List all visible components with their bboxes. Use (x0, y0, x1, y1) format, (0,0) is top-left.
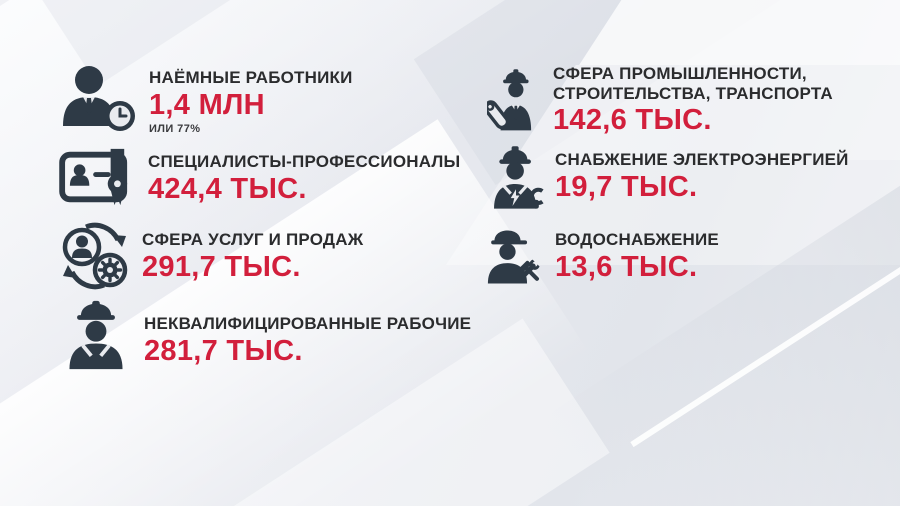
stat-industry-construction-transport: СФЕРА ПРОМЫШЛЕННОСТИ, СТРОИТЕЛЬСТВА, ТРА… (487, 60, 833, 136)
bg-stair-step (579, 0, 900, 65)
stat-title: СФЕРА УСЛУГ И ПРОДАЖ (142, 230, 364, 249)
stat-title: НЕКВАЛИФИЦИРОВАННЫЕ РАБОЧИЕ (144, 314, 472, 333)
stat-title-line1: СФЕРА ПРОМЫШЛЕННОСТИ, (553, 64, 807, 83)
stat-water-supply: ВОДОСНАБЖЕНИЕ 13,6 ТЫС. (483, 218, 719, 286)
services-cycle-icon (56, 220, 132, 292)
stat-value: 291,7 ТЫС. (142, 250, 301, 283)
stat-value: 1,4 МЛН (149, 88, 265, 121)
stat-note: ИЛИ 77% (149, 122, 201, 135)
stat-value: 281,7 ТЫС. (144, 334, 303, 367)
electrician-icon (487, 142, 545, 212)
stat-specialists: СПЕЦИАЛИСТЫ-ПРОФЕССИОНАЛЫ 424,4 ТЫС. (58, 142, 460, 209)
stat-title: СНАБЖЕНИЕ ЭЛЕКТРОЭНЕРГИЕЙ (555, 150, 849, 169)
stat-title: ВОДОСНАБЖЕНИЕ (555, 230, 719, 249)
stat-value: 424,4 ТЫС. (148, 172, 307, 205)
plumber-tools-icon (483, 224, 545, 286)
employee-clock-icon (57, 64, 141, 136)
stat-hired-employees: НАЁМНЫЕ РАБОТНИКИ 1,4 МЛН ИЛИ 77% (57, 60, 353, 136)
stat-title: НАЁМНЫЕ РАБОТНИКИ (149, 68, 353, 87)
stat-value: 19,7 ТЫС. (555, 170, 698, 203)
stat-unskilled-workers: НЕКВАЛИФИЦИРОВАННЫЕ РАБОЧИЕ 281,7 ТЫС. (60, 296, 471, 370)
construction-worker-icon (60, 300, 132, 370)
engineer-blueprint-icon (487, 62, 543, 136)
certificate-id-icon (58, 145, 140, 209)
stat-electricity-supply: СНАБЖЕНИЕ ЭЛЕКТРОЭНЕРГИЕЙ 19,7 ТЫС. (487, 140, 849, 212)
stat-value: 13,6 ТЫС. (555, 250, 698, 283)
stat-title-line2: СТРОИТЕЛЬСТВА, ТРАНСПОРТА (553, 83, 833, 103)
stat-title: СПЕЦИАЛИСТЫ-ПРОФЕССИОНАЛЫ (148, 152, 461, 171)
stat-services-sales: СФЕРА УСЛУГ И ПРОДАЖ 291,7 ТЫС. (56, 216, 363, 292)
stat-value: 142,6 ТЫС. (553, 104, 712, 137)
